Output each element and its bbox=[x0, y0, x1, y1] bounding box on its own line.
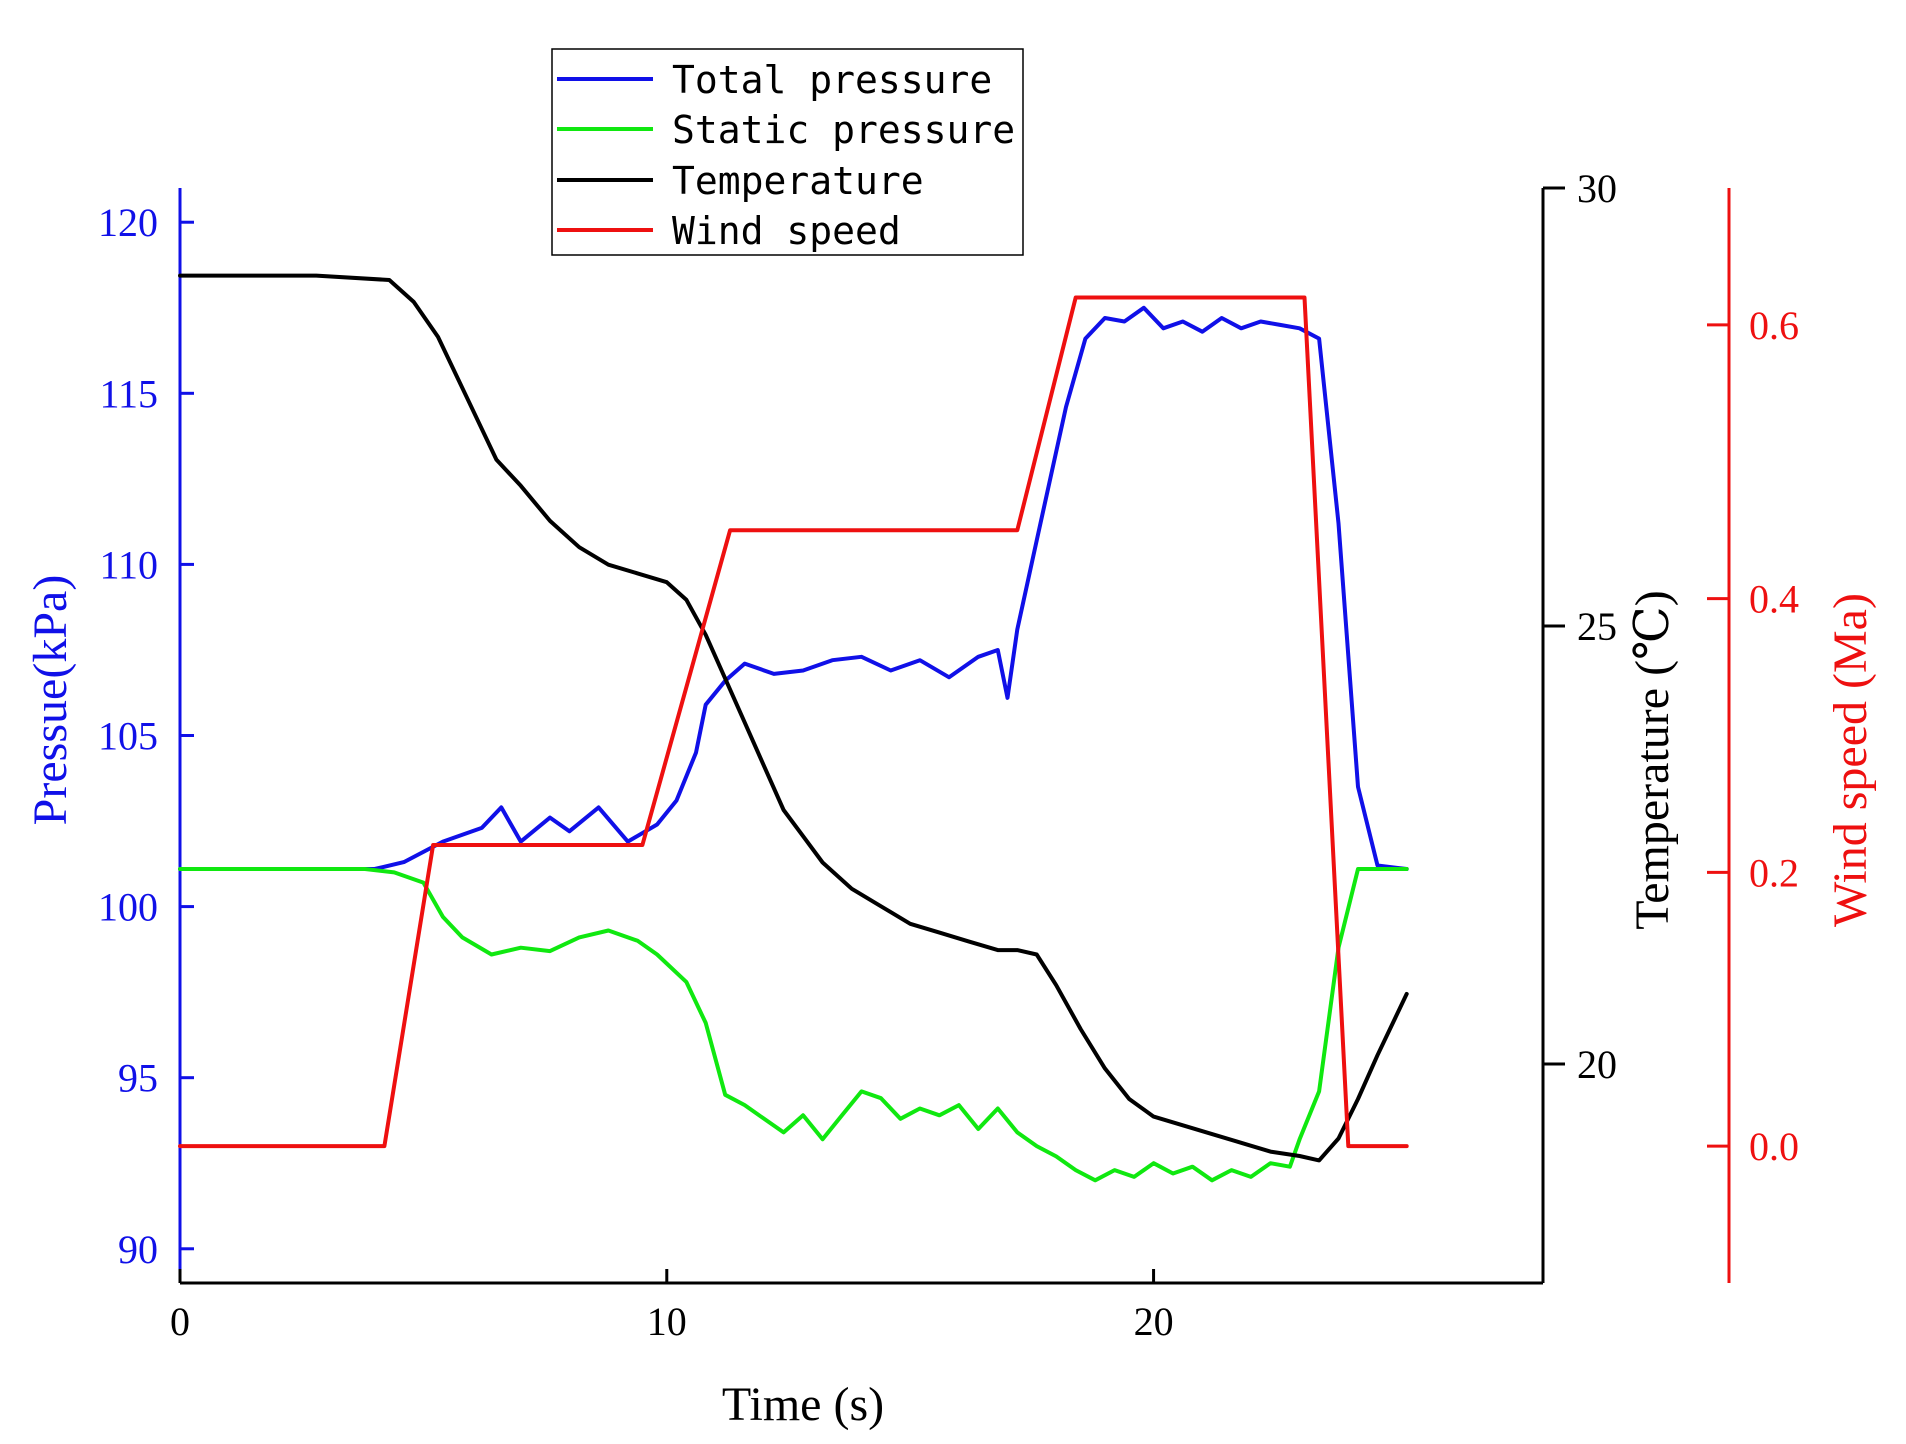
pressure-tick-label: 90 bbox=[118, 1227, 158, 1272]
wind-speed-tick-label: 0.6 bbox=[1749, 303, 1799, 348]
pressure-tick-label: 105 bbox=[98, 714, 158, 759]
temperature-tick-label: 20 bbox=[1577, 1042, 1617, 1087]
series-line-total-pressure bbox=[178, 305, 1409, 871]
x-tick-label: 0 bbox=[170, 1299, 190, 1344]
wind-speed-axis-title: Wind speed (Ma) bbox=[1824, 593, 1877, 927]
series-line-temperature bbox=[178, 273, 1409, 1163]
axes-layer: 0 10 20 90 95 100 105 110 115 120 20 25 30 0.0 0.2 0.4 0… bbox=[98, 166, 1799, 1344]
wind-speed-tick-label: 0.0 bbox=[1749, 1124, 1799, 1169]
pressure-tick-label: 100 bbox=[98, 885, 158, 930]
pressure-tick-label: 110 bbox=[99, 542, 158, 587]
temperature-tick-label: 25 bbox=[1577, 604, 1617, 649]
series-layer bbox=[178, 273, 1409, 1183]
series-line-static-pressure bbox=[178, 867, 1409, 1183]
wind-speed-tick-label: 0.4 bbox=[1749, 577, 1799, 622]
pressure-tick-label: 115 bbox=[99, 371, 158, 416]
legend-box bbox=[551, 48, 1024, 256]
legend-label-total-pressure: Total pressure bbox=[672, 58, 992, 102]
temperature-tick-label: 30 bbox=[1577, 166, 1617, 211]
pressure-tick-label: 120 bbox=[98, 200, 158, 245]
legend-label-static-pressure: Static pressure bbox=[672, 108, 1015, 152]
x-axis-title: Time (s) bbox=[722, 1378, 884, 1431]
series-line-wind-speed bbox=[178, 295, 1409, 1149]
wind-speed-tick-label: 0.2 bbox=[1749, 850, 1799, 895]
x-tick-label: 10 bbox=[647, 1299, 687, 1344]
legend: Total pressure Static pressure Temperatu… bbox=[551, 48, 1024, 256]
x-tick-label: 20 bbox=[1134, 1299, 1174, 1344]
pressure-tick-label: 95 bbox=[118, 1056, 158, 1101]
temperature-axis-title: Temperature (℃) bbox=[1626, 590, 1679, 930]
pressure-axis-title: Pressue(kPa) bbox=[24, 575, 77, 826]
legend-label-temperature: Temperature bbox=[672, 159, 924, 203]
legend-label-wind-speed: Wind speed bbox=[672, 209, 901, 253]
